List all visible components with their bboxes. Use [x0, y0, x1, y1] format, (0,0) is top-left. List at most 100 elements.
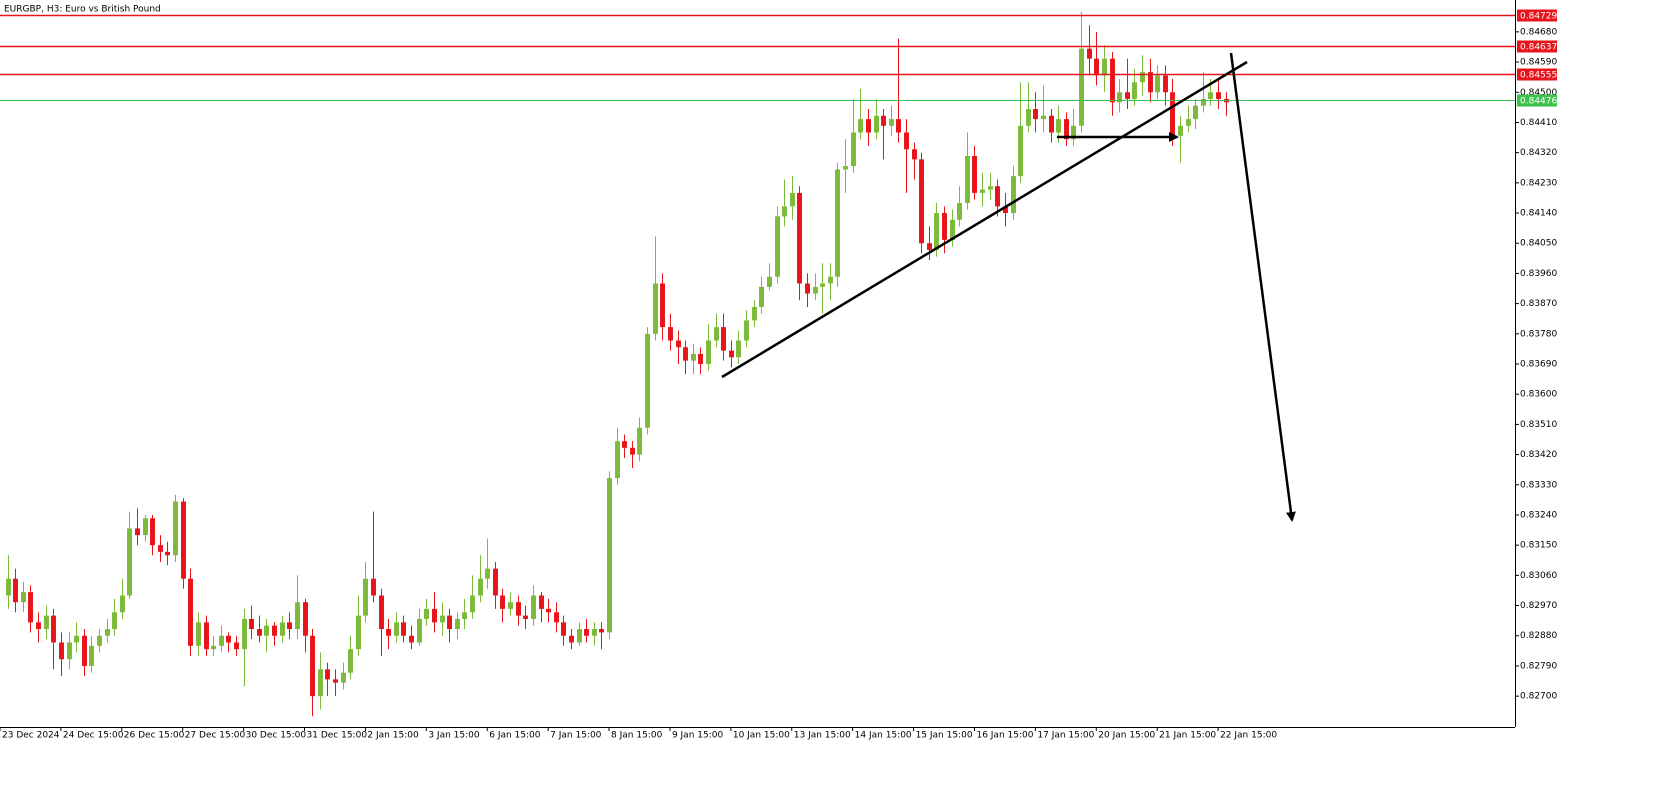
y-tick-label: 0.82700 [1520, 692, 1557, 702]
candle-body [874, 115, 879, 133]
candle-body [249, 618, 254, 630]
candle-body [889, 119, 894, 126]
candle-body [409, 635, 414, 643]
candle-body [417, 618, 422, 643]
x-tick-label: 6 Jan 15:00 [489, 731, 541, 741]
candle-body [790, 192, 795, 207]
candle-body [440, 615, 445, 623]
candle-body [89, 645, 94, 666]
chart-title: EURGBP, H3: Euro vs British Pound [4, 5, 161, 15]
candle-body [995, 186, 1000, 207]
candle-body [1056, 119, 1061, 133]
x-tick-label: 30 Dec 15:00 [246, 731, 307, 741]
candle-body [912, 149, 917, 160]
candle-body [150, 518, 155, 546]
candle-body [706, 340, 711, 365]
candle-body [500, 595, 505, 609]
candle-body [1148, 72, 1153, 93]
candle-body [965, 156, 970, 203]
candle-body [135, 528, 140, 536]
trend-line [721, 60, 1248, 379]
candle-body [607, 478, 612, 633]
level-label-box [1517, 94, 1557, 107]
y-tick-label: 0.83690 [1520, 360, 1557, 370]
y-tick-label: 0.84590 [1520, 58, 1557, 68]
candle-body [1140, 72, 1145, 83]
x-tick-label: 23 Dec 2024 [2, 731, 60, 741]
candle-body [1125, 92, 1130, 99]
candle-body [386, 629, 391, 636]
candle-body [1003, 206, 1008, 214]
candle-body [74, 635, 79, 643]
candle-body [485, 568, 490, 579]
candle-body [462, 612, 467, 619]
y-tick-label: 0.83600 [1520, 390, 1557, 400]
candle-body [295, 602, 300, 630]
candle-body [348, 649, 353, 673]
x-tick-label: 31 Dec 15:00 [307, 731, 368, 741]
candle-body [523, 615, 528, 619]
candle-body [196, 622, 201, 646]
y-tick-label: 0.84320 [1520, 148, 1557, 158]
candle-body [470, 595, 475, 613]
x-tick-label: 7 Jan 15:00 [550, 731, 602, 741]
candle-body [112, 612, 117, 630]
plot-area [0, 11, 1515, 717]
candle-body [158, 545, 163, 552]
candle-body [1071, 125, 1076, 140]
candle-body [127, 528, 132, 596]
y-tick-label: 0.84680 [1520, 27, 1557, 37]
candle-body [919, 159, 924, 244]
candle-body [257, 629, 262, 636]
level-label-box [1517, 40, 1557, 53]
candle-body [516, 602, 521, 616]
candle-body [820, 283, 825, 287]
candle-body [181, 501, 186, 579]
candle-body [1216, 92, 1221, 99]
candle-body [676, 340, 681, 348]
candle-body [645, 333, 650, 428]
candle-body [432, 608, 437, 623]
y-tick-label: 0.83510 [1520, 420, 1557, 430]
candle-body [927, 243, 932, 250]
candle-body [630, 447, 635, 455]
level-label: 0.84476 [1520, 97, 1557, 107]
candle-body [729, 350, 734, 358]
candle-body [173, 501, 178, 556]
x-tick-label: 24 Dec 15:00 [63, 731, 124, 741]
x-tick-label: 21 Jan 15:00 [1159, 731, 1216, 741]
candle-body [6, 578, 11, 596]
candle-body [1041, 115, 1046, 120]
candle-body [371, 578, 376, 596]
candle-body [858, 119, 863, 133]
y-tick-label: 0.83240 [1520, 510, 1557, 520]
x-tick-label: 8 Jan 15:00 [611, 731, 663, 741]
x-tick-label: 16 Jan 15:00 [976, 731, 1033, 741]
drawings [721, 52, 1296, 522]
candle-body [28, 592, 33, 623]
level-label: 0.84637 [1520, 43, 1557, 53]
y-tick-label: 0.83960 [1520, 269, 1557, 279]
candle-body [584, 629, 589, 636]
candle-body [143, 518, 148, 536]
candle-body [1018, 125, 1023, 177]
candle-body [219, 635, 224, 646]
x-tick-label: 26 Dec 15:00 [124, 731, 185, 741]
candle-body [752, 306, 757, 321]
x-tick-label: 13 Jan 15:00 [794, 731, 851, 741]
candle-body [531, 595, 536, 619]
candle-body [1087, 48, 1092, 59]
candle-body [950, 219, 955, 240]
x-tick-label: 2 Jan 15:00 [367, 731, 419, 741]
candle-body [341, 672, 346, 683]
candle-body [447, 615, 452, 630]
y-tick-label: 0.83780 [1520, 329, 1557, 339]
candle-body [904, 132, 909, 150]
x-tick-label: 14 Jan 15:00 [855, 731, 912, 741]
candle-body [1178, 125, 1183, 136]
candle-body [851, 132, 856, 167]
y-tick-label: 0.84230 [1520, 178, 1557, 188]
x-tick-label: 17 Jan 15:00 [1037, 731, 1094, 741]
candle-body [226, 635, 231, 643]
candle-body [280, 622, 285, 636]
